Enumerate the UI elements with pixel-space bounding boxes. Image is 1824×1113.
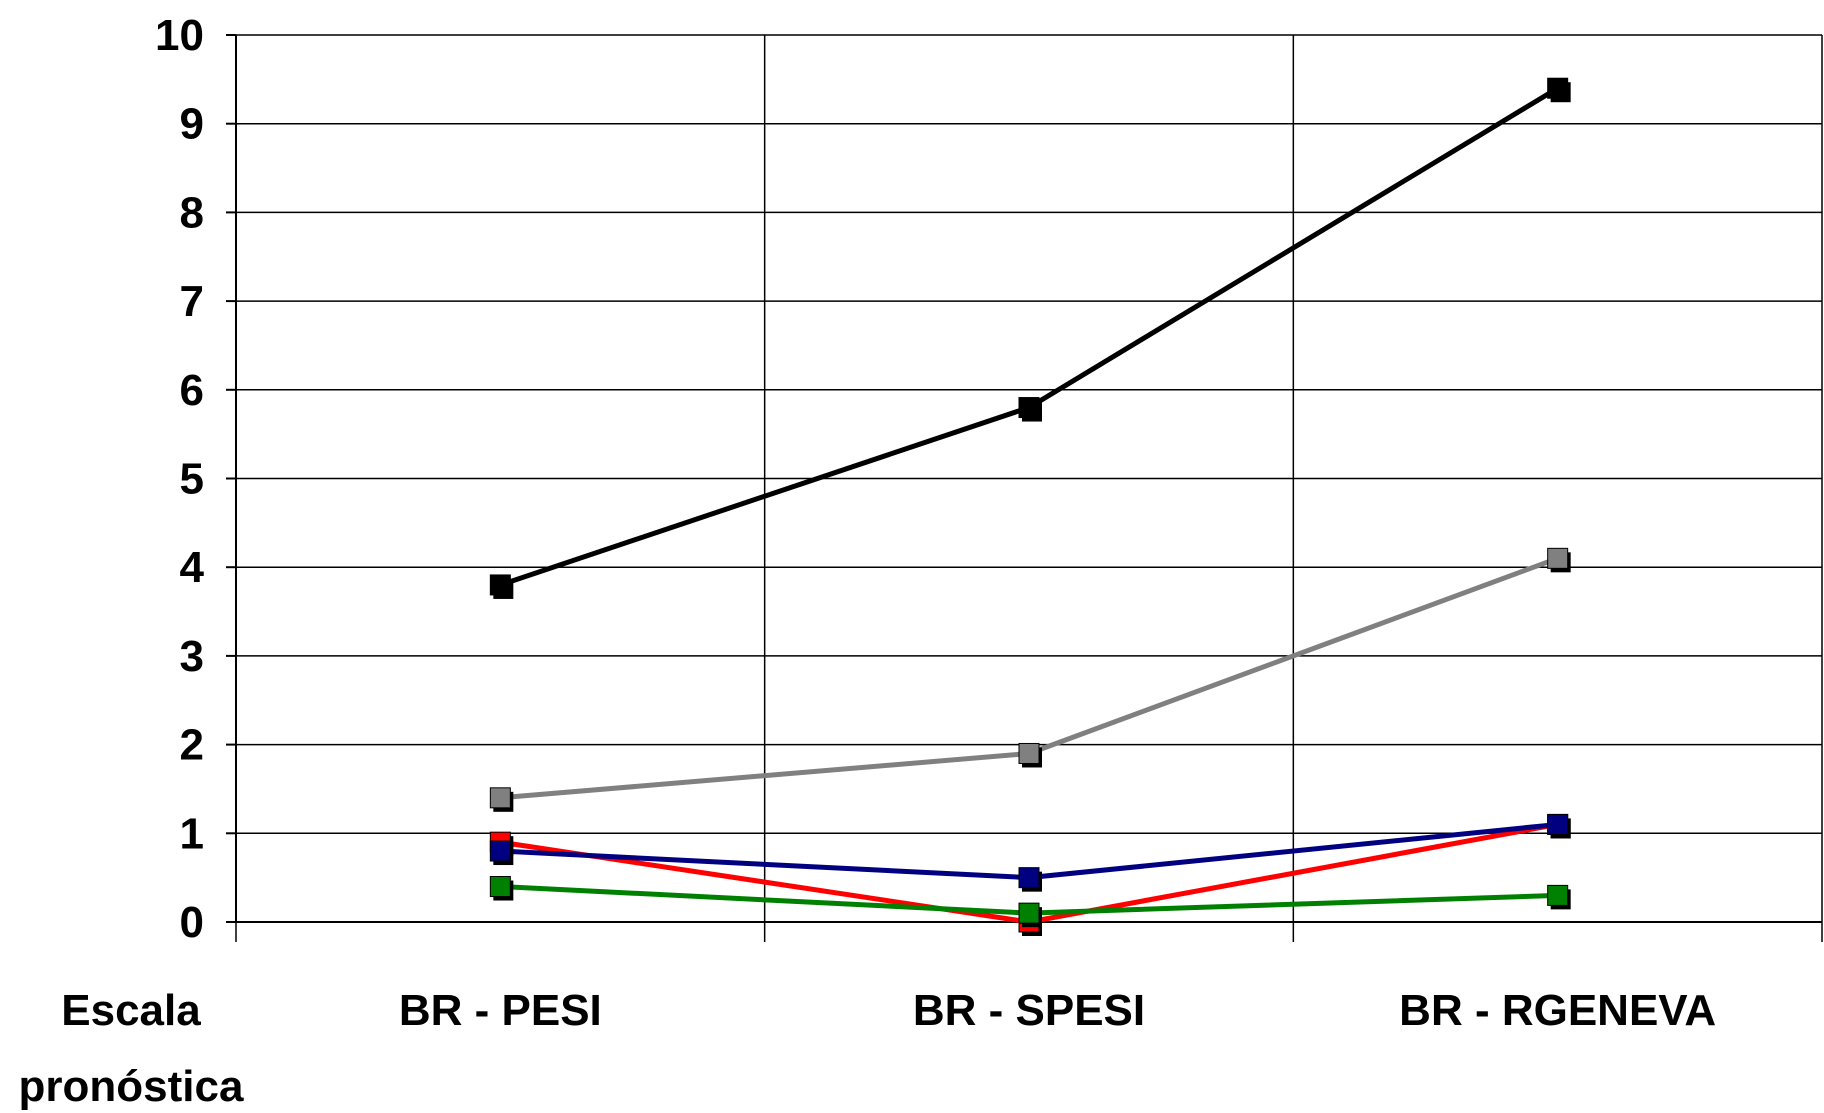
y-tick-label: 7 bbox=[180, 277, 204, 326]
y-tick-label: 1 bbox=[180, 809, 204, 858]
y-tick-label: 5 bbox=[180, 455, 204, 504]
y-tick-label: 4 bbox=[180, 543, 205, 592]
data-point bbox=[1547, 547, 1569, 569]
data-point bbox=[489, 876, 511, 898]
y-axis-ticks: 0 1 2 3 4 5 6 7 8 9 10 bbox=[155, 11, 236, 947]
data-point bbox=[1547, 77, 1569, 99]
x-axis-title-line-1: Escala bbox=[61, 986, 201, 1035]
data-point bbox=[489, 574, 511, 596]
series-1 bbox=[489, 77, 1571, 599]
series-4 bbox=[489, 813, 1571, 892]
data-point bbox=[1018, 867, 1040, 889]
y-tick-label: 2 bbox=[180, 721, 204, 770]
data-point bbox=[1018, 902, 1040, 924]
y-tick-label: 9 bbox=[180, 100, 204, 149]
x-axis-title-line-2: pronóstica bbox=[19, 1062, 244, 1111]
x-tick-label: BR - PESI bbox=[399, 986, 602, 1035]
x-tick-label: BR - RGENEVA bbox=[1399, 986, 1716, 1035]
grid bbox=[235, 34, 1823, 942]
y-tick-label: 0 bbox=[180, 898, 204, 947]
data-point bbox=[489, 840, 511, 862]
series-2 bbox=[489, 547, 1571, 812]
data-point bbox=[1018, 742, 1040, 764]
series-line bbox=[499, 86, 1559, 588]
series-5 bbox=[489, 876, 1571, 928]
data-point bbox=[1018, 397, 1040, 419]
data-point bbox=[1547, 813, 1569, 835]
y-tick-label: 10 bbox=[155, 11, 204, 60]
data-point bbox=[1547, 884, 1569, 906]
x-axis: BR - PESI BR - SPESI BR - RGENEVA bbox=[235, 35, 1822, 1035]
series-group bbox=[489, 77, 1571, 936]
y-tick-label: 3 bbox=[180, 632, 204, 681]
y-tick-label: 8 bbox=[180, 188, 204, 237]
y-tick-label: 6 bbox=[180, 366, 204, 415]
x-tick-label: BR - SPESI bbox=[913, 986, 1145, 1035]
data-point bbox=[489, 787, 511, 809]
